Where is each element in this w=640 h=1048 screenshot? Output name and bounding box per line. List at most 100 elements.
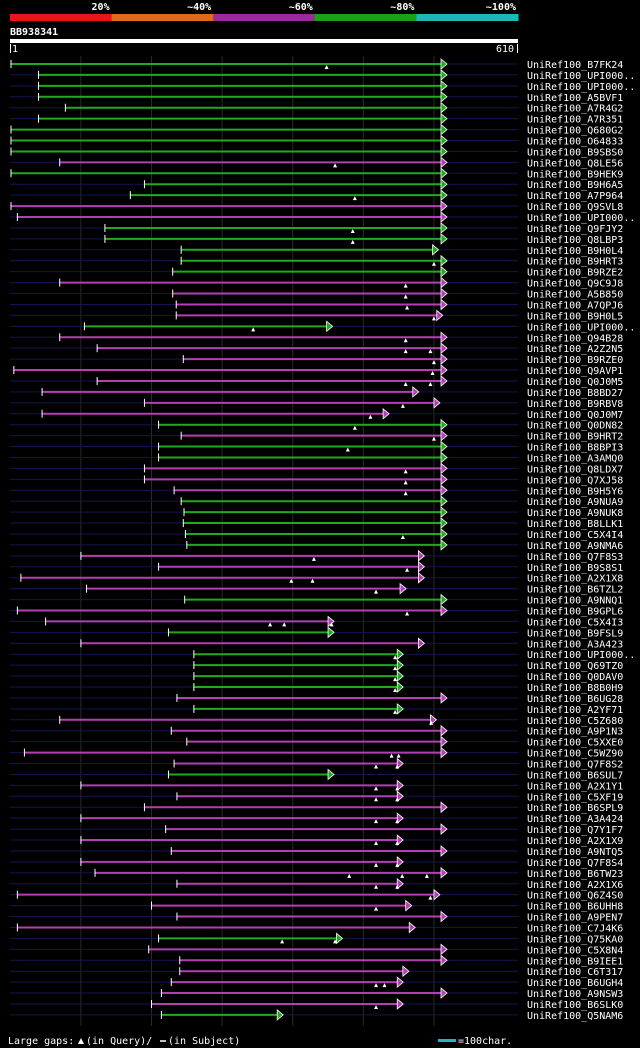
- hit-row: UniRef100_B9HEK9: [10, 167, 623, 180]
- hit-label: UniRef100_Q9AVP1: [527, 366, 623, 377]
- hit-end-arrow: [327, 768, 335, 781]
- hit-end-arrow: [440, 276, 448, 289]
- scale-swatch: [438, 1039, 456, 1042]
- query-gap-marker: [368, 414, 373, 419]
- query-gap-marker: [374, 797, 379, 802]
- hit-row: UniRef100_B6TW23: [10, 866, 623, 880]
- hit-row: UniRef100_C5XF19: [10, 790, 623, 803]
- query-gap-marker: [428, 895, 433, 900]
- hit-row: UniRef100_B9H0L5: [10, 309, 623, 322]
- legend-large-gaps-label: Large gaps:: [8, 1036, 74, 1047]
- query-gap-marker: [400, 403, 405, 408]
- hit-end-arrow: [440, 156, 448, 169]
- query-gap-marker: [350, 228, 355, 233]
- hit-label: UniRef100_Q0J0M7: [527, 410, 623, 421]
- query-gap-marker: [352, 425, 357, 430]
- hit-label: UniRef100_A2X1X6: [527, 880, 623, 891]
- hit-end-arrow: [440, 233, 448, 245]
- identity-scale-segment: [10, 14, 113, 21]
- hit-end-arrow: [440, 517, 448, 529]
- hit-row: UniRef100_Q7Y1F7: [10, 823, 623, 836]
- hit-row: UniRef100_C6T317: [10, 965, 623, 978]
- query-gap-marker: [389, 753, 394, 758]
- hit-label: UniRef100_UPI000..: [527, 322, 635, 333]
- hit-label: UniRef100_Q94B28: [527, 333, 623, 344]
- hit-row: UniRef100_A2X1Y1: [10, 779, 623, 792]
- hit-row: UniRef100_B8B0H9: [10, 681, 623, 694]
- query-gap-marker-icon: [78, 1038, 84, 1044]
- hit-row: UniRef100_UPI000..: [10, 320, 635, 333]
- query-gap-marker: [352, 196, 357, 201]
- hit-end-arrow: [440, 90, 448, 103]
- hit-row: UniRef100_B6UG28: [10, 692, 623, 705]
- hit-label: UniRef100_B9HRT3: [527, 257, 623, 268]
- hit-row: UniRef100_B9SBS0: [10, 145, 623, 158]
- query-gap-marker: [393, 655, 398, 660]
- query-gap-marker: [393, 666, 398, 671]
- hit-label: UniRef100_UPI000..: [527, 82, 635, 93]
- hit-end-arrow: [440, 506, 448, 518]
- hit-row: UniRef100_C5XXE0: [10, 735, 623, 749]
- hit-end-arrow: [440, 287, 448, 300]
- hit-end-arrow: [440, 58, 448, 70]
- query-gap-marker: [395, 764, 400, 769]
- hit-row: UniRef100_Q8LDX7: [10, 462, 623, 475]
- hit-end-arrow: [440, 80, 448, 92]
- hit-end-arrow: [440, 331, 448, 344]
- query-gap-marker: [345, 447, 350, 452]
- hit-label: UniRef100_A9NTQ5: [527, 847, 623, 858]
- hit-end-arrow: [408, 921, 416, 934]
- hit-end-arrow: [440, 429, 448, 442]
- query-gap-marker: [431, 261, 436, 266]
- hit-row: UniRef100_Q0J0M7: [10, 407, 623, 421]
- hit-label: UniRef100_A9NUA9: [527, 497, 623, 508]
- hit-end-arrow: [396, 648, 404, 661]
- hit-row: UniRef100_A3A424: [10, 812, 623, 825]
- hit-label: UniRef100_B9H6A5: [527, 180, 623, 191]
- hit-row: UniRef100_A9PEN7: [10, 910, 623, 924]
- hit-end-arrow: [396, 757, 404, 770]
- query-gap-marker: [374, 764, 379, 769]
- hit-end-arrow: [440, 189, 448, 202]
- hit-label: UniRef100_Q0J0M5: [527, 377, 623, 388]
- hit-label: UniRef100_B9H0L5: [527, 311, 623, 322]
- hit-row: UniRef100_UPI000..: [10, 211, 635, 224]
- hit-end-arrow: [396, 779, 404, 792]
- hit-row: UniRef100_Q7F8S3: [10, 549, 623, 563]
- hit-row: UniRef100_UPI000..: [10, 69, 635, 82]
- hit-end-arrow: [382, 407, 390, 420]
- query-gap-marker: [403, 381, 408, 386]
- hit-row: UniRef100_A9NNQ1: [10, 593, 623, 607]
- hit-end-arrow: [336, 932, 344, 945]
- hit-row: UniRef100_A9NMA6: [10, 539, 623, 552]
- hit-label: UniRef100_B8BD27: [527, 388, 623, 399]
- legend-scale-label: =100char.: [458, 1036, 512, 1047]
- query-gap-marker: [374, 884, 379, 889]
- hit-label: UniRef100_B9SBS0: [527, 147, 623, 158]
- hit-label: UniRef100_A9NNQ1: [527, 596, 623, 607]
- query-gap-marker: [395, 797, 400, 802]
- hit-row: UniRef100_Q5NAM6: [10, 1009, 623, 1022]
- query-gap-marker: [400, 873, 405, 878]
- query-bar: [10, 39, 518, 43]
- hit-end-arrow: [440, 692, 448, 704]
- hit-row: UniRef100_B8BPI3: [10, 440, 623, 454]
- hit-label: UniRef100_C5XF19: [527, 792, 623, 803]
- hit-row: UniRef100_Q94B28: [10, 331, 623, 344]
- hit-row: UniRef100_A5BVF1: [10, 90, 623, 104]
- hit-row: UniRef100_C5X8N4: [10, 943, 623, 956]
- hit-label: UniRef100_B9S8S1: [527, 563, 623, 574]
- hit-label: UniRef100_UPI000..: [527, 213, 635, 224]
- query-gap-marker: [382, 983, 387, 988]
- hit-end-arrow: [440, 910, 448, 923]
- query-gap-marker: [395, 819, 400, 824]
- hit-label: UniRef100_A5B850: [527, 290, 623, 301]
- hit-end-arrow: [396, 856, 404, 868]
- hit-end-arrow: [433, 396, 441, 409]
- query-gap-marker: [431, 360, 436, 365]
- query-gap-marker: [429, 720, 434, 725]
- query-gap-marker: [280, 939, 285, 944]
- hit-label: UniRef100_Q7F8S4: [527, 858, 623, 869]
- query-gap-marker: [374, 906, 379, 911]
